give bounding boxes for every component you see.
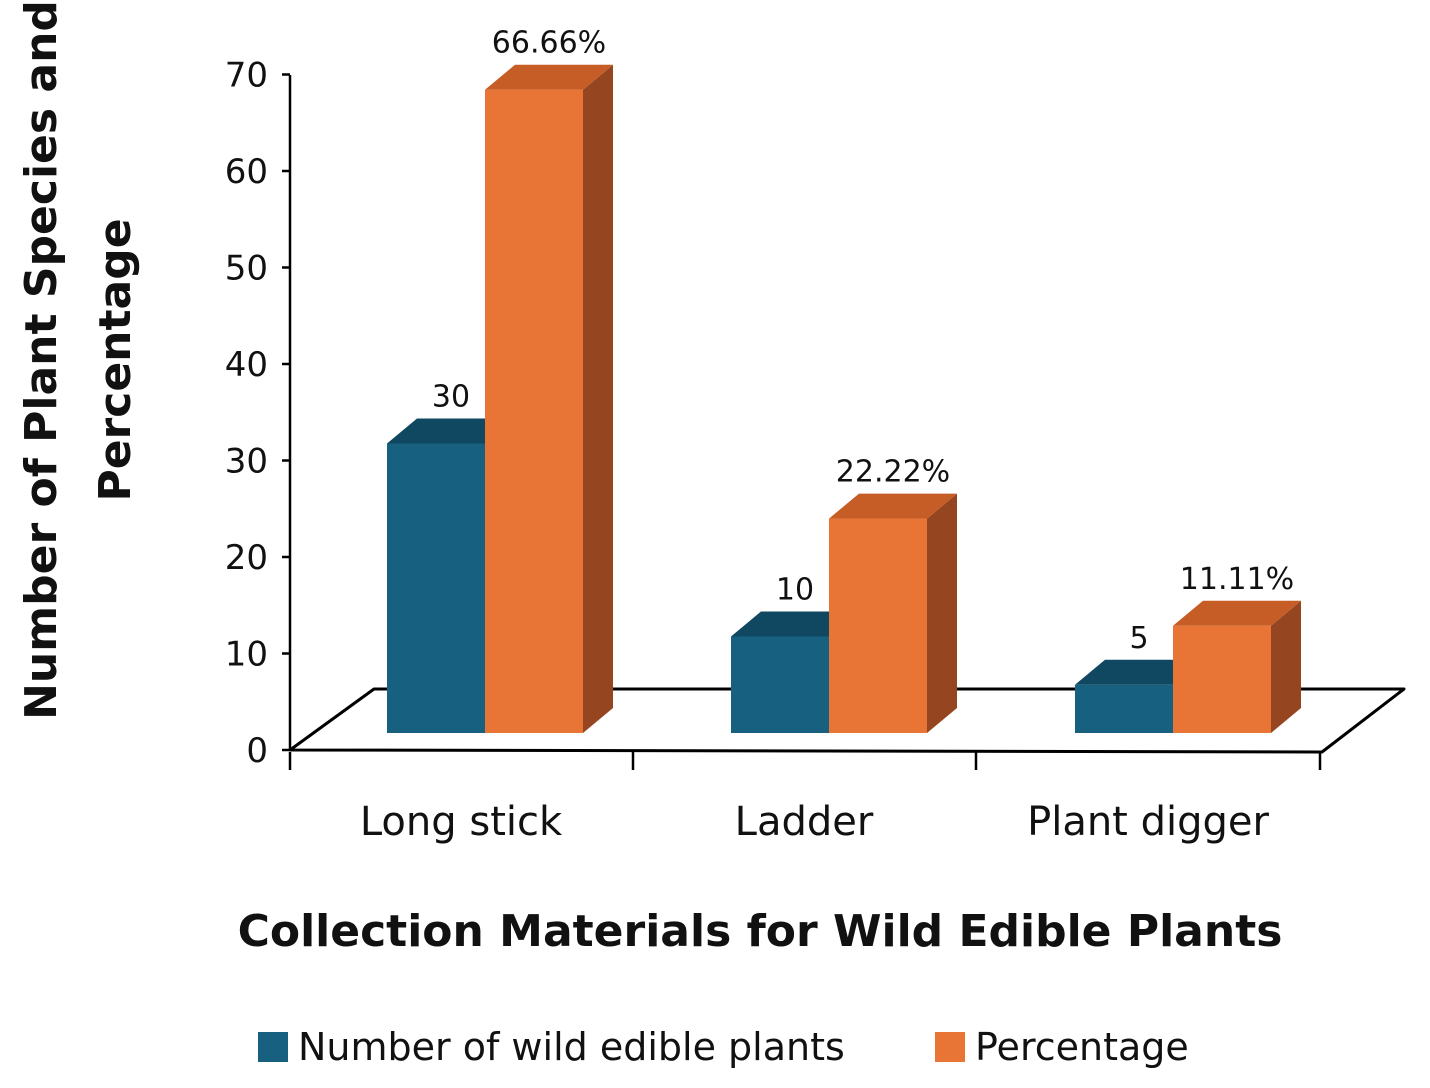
bar-front-face bbox=[1075, 684, 1173, 733]
x-category-label: Ladder bbox=[735, 799, 874, 845]
y-axis: 0 10 20 30 40 50 60 70 bbox=[225, 56, 1322, 771]
legend: Number of wild edible plants Percentage bbox=[258, 1025, 1189, 1069]
y-axis-title-line-2: Percentage bbox=[90, 218, 141, 501]
x-axis-title: Collection Materials for Wild Edible Pla… bbox=[238, 906, 1283, 957]
bar-side-face bbox=[1271, 600, 1301, 733]
legend-swatch-percentage bbox=[935, 1032, 965, 1062]
x-category-label: Long stick bbox=[360, 799, 563, 845]
bar-front-face bbox=[829, 518, 927, 733]
bar-top-face bbox=[1173, 600, 1301, 626]
y-tick-label: 40 bbox=[225, 345, 268, 385]
bar-front-face bbox=[485, 89, 583, 733]
data-labels: 30 66.66% 10 22.22% 5 11.11% bbox=[432, 26, 1294, 656]
y-tick-label: 70 bbox=[225, 56, 268, 96]
y-axis-title-line-1: Number of Plant Species and bbox=[16, 0, 67, 720]
bar-percentage-0 bbox=[485, 64, 613, 733]
data-label: 22.22% bbox=[836, 455, 950, 490]
data-label: 66.66% bbox=[492, 26, 606, 61]
bar-top-face bbox=[387, 418, 515, 444]
legend-label-percentage: Percentage bbox=[975, 1025, 1189, 1069]
bar-top-face bbox=[1075, 659, 1203, 685]
legend-swatch-number bbox=[258, 1032, 288, 1062]
bar-side-face bbox=[583, 64, 613, 733]
x-axis-categories: Long stick Ladder Plant digger bbox=[360, 799, 1270, 845]
x-category-label: Plant digger bbox=[1027, 799, 1269, 845]
bar-top-face bbox=[829, 493, 957, 519]
y-tick-label: 0 bbox=[246, 731, 268, 771]
bars bbox=[387, 64, 1301, 733]
y-tick-label: 30 bbox=[225, 442, 268, 482]
bar-front-face bbox=[731, 636, 829, 733]
bar-percentage-1 bbox=[829, 493, 957, 733]
data-label: 30 bbox=[432, 380, 470, 415]
legend-label-number: Number of wild edible plants bbox=[298, 1025, 845, 1069]
bar-front-face bbox=[1173, 625, 1271, 733]
data-label: 11.11% bbox=[1180, 562, 1294, 597]
bar-front-face bbox=[387, 443, 485, 733]
bar-top-face bbox=[485, 64, 613, 90]
y-tick-label: 20 bbox=[225, 538, 268, 578]
data-label: 10 bbox=[776, 573, 814, 608]
data-label: 5 bbox=[1129, 621, 1148, 656]
y-tick-label: 10 bbox=[225, 635, 268, 675]
bar-number-2 bbox=[1075, 659, 1203, 733]
bar-side-face bbox=[927, 493, 957, 733]
bar-top-face bbox=[731, 611, 859, 637]
y-tick-label: 50 bbox=[225, 249, 268, 289]
bar-percentage-2 bbox=[1173, 600, 1301, 733]
y-tick-label: 60 bbox=[225, 152, 268, 192]
